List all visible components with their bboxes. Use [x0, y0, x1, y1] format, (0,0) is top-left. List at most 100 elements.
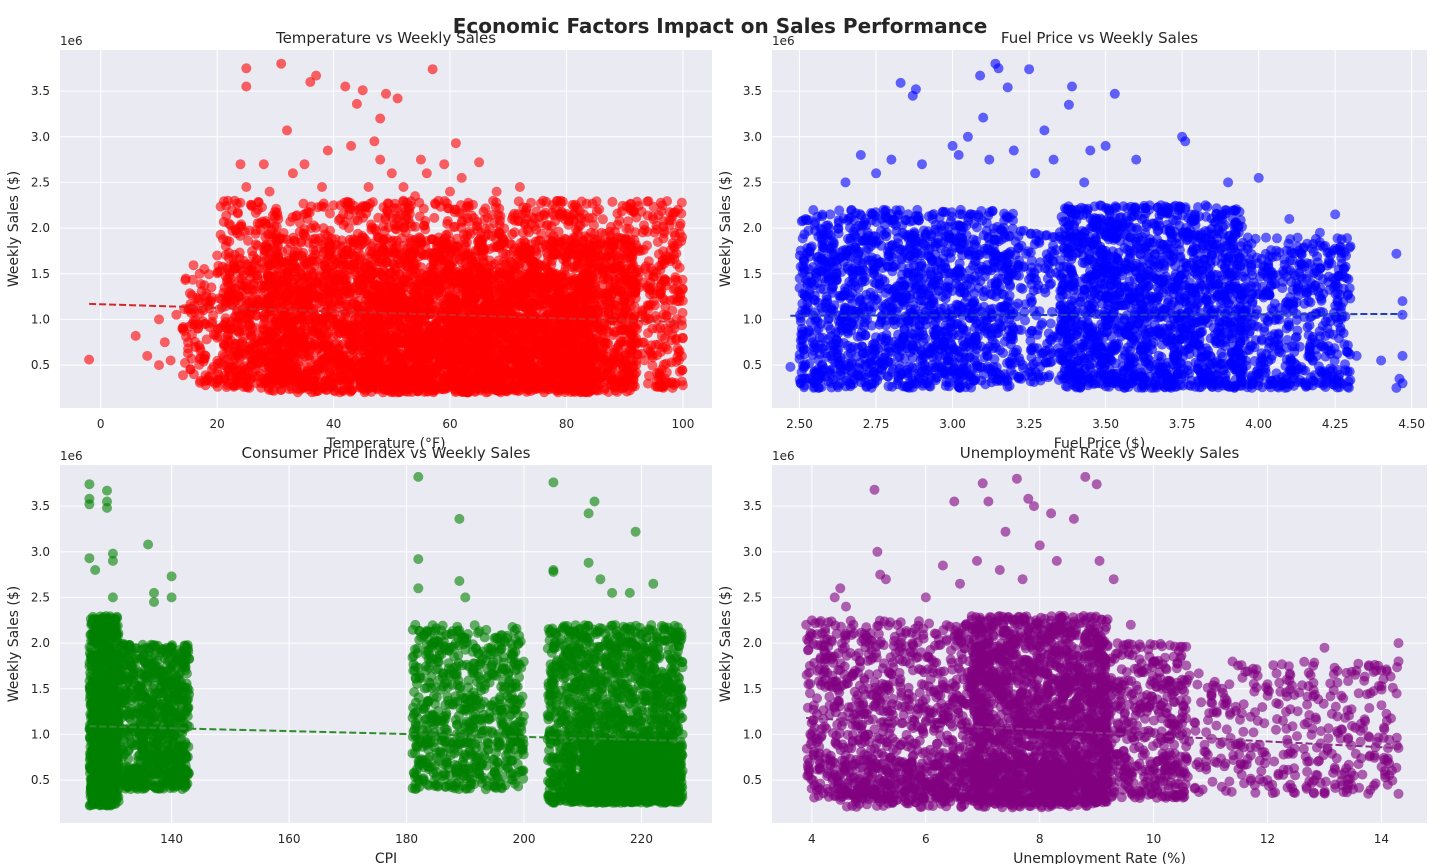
scatter-point	[674, 221, 685, 232]
scatter-point	[283, 253, 294, 264]
scatter-point	[550, 216, 561, 227]
scatter-point	[532, 250, 542, 260]
scatter-point	[677, 274, 688, 285]
scatter-point	[598, 341, 609, 352]
scatter-point	[420, 224, 431, 235]
scatter-point	[516, 241, 527, 252]
scatter-point	[411, 259, 422, 270]
scatter-point	[270, 233, 281, 244]
scatter-point	[629, 381, 640, 392]
scatter-point	[471, 221, 482, 232]
scatter-point	[674, 366, 685, 377]
scatter-point	[404, 203, 415, 214]
scatter-point	[335, 369, 346, 380]
scatter-point	[342, 245, 353, 256]
scatter-point	[243, 235, 254, 246]
scatter-point	[244, 225, 255, 236]
scatter-point	[377, 255, 388, 266]
scatter-point	[318, 223, 329, 234]
scatter-point	[588, 220, 599, 231]
scatter-point	[639, 355, 650, 366]
scatter-point	[625, 252, 636, 263]
scatter-point	[563, 215, 574, 226]
scatter-point	[318, 198, 329, 209]
scatter-point	[658, 359, 669, 370]
scatter-point	[302, 213, 313, 224]
scatter-point	[341, 270, 351, 281]
scatter-point	[307, 252, 318, 263]
scatter-point	[677, 307, 688, 318]
scatter-point	[338, 209, 349, 220]
scatter-point	[629, 341, 640, 352]
scatter-point	[302, 366, 313, 377]
scatter-point	[655, 287, 666, 298]
scatter-point	[570, 239, 581, 250]
scatter-point	[421, 249, 432, 260]
scatter-point	[623, 216, 633, 227]
scatter-point	[499, 223, 510, 234]
scatter-point	[595, 379, 606, 390]
scatter-point	[442, 216, 453, 226]
scatter-point	[616, 336, 627, 347]
scatter-point	[677, 232, 688, 243]
scatter-point	[596, 300, 607, 311]
scatter-point	[667, 238, 678, 249]
scatter-point	[652, 237, 663, 247]
scatter-point	[227, 205, 238, 216]
scatter-point	[479, 214, 490, 225]
scatter-point	[644, 370, 655, 381]
scatter-point	[378, 243, 389, 254]
scatter-point	[572, 255, 583, 266]
scatter-point	[310, 233, 321, 244]
scatter-point	[322, 268, 333, 279]
scatter-point	[333, 343, 344, 354]
scatter-point	[662, 196, 673, 207]
scatter-point	[320, 246, 331, 256]
scatter-point	[625, 234, 636, 245]
scatter-point	[540, 207, 551, 218]
scatter-point	[493, 210, 504, 221]
scatter-point	[636, 206, 647, 217]
scatter-point	[513, 196, 524, 207]
scatter-point	[656, 206, 667, 217]
scatter-point	[328, 314, 339, 325]
scatter-point	[382, 205, 393, 216]
scatter-point	[429, 212, 440, 223]
scatter-point	[405, 237, 416, 248]
scatter-point	[617, 200, 628, 211]
scatter-point	[260, 232, 271, 243]
scatter-point	[349, 200, 360, 211]
scatter-point	[615, 325, 626, 336]
scatter-point	[609, 297, 619, 308]
scatter-point	[495, 238, 505, 249]
scatter-point	[596, 325, 606, 336]
scatter-point	[261, 219, 272, 230]
scatter-point	[476, 246, 487, 257]
scatter-point	[666, 215, 677, 226]
scatter-point	[296, 237, 307, 248]
scatter-point	[306, 201, 317, 212]
scatter-point	[653, 249, 664, 260]
scatter-point	[571, 224, 582, 235]
scatter-point	[356, 239, 367, 250]
scatter-point	[651, 220, 662, 231]
scatter-point	[498, 256, 509, 267]
scatter-point	[250, 239, 261, 250]
scatter-point	[348, 344, 358, 355]
scatter-point	[513, 216, 524, 227]
scatter-point	[550, 248, 561, 259]
scatter-point	[345, 354, 356, 365]
scatter-point	[395, 249, 406, 260]
scatter-point	[638, 337, 649, 348]
scatter-point	[642, 240, 652, 251]
scatter-point	[620, 349, 631, 359]
scatter-point	[349, 327, 360, 338]
scatter-point	[264, 271, 275, 282]
scatter-points	[84, 58, 688, 398]
scatter-point	[337, 385, 348, 396]
scatter-point	[463, 249, 473, 260]
scatter-point	[540, 240, 551, 250]
scatter-point	[526, 239, 537, 250]
